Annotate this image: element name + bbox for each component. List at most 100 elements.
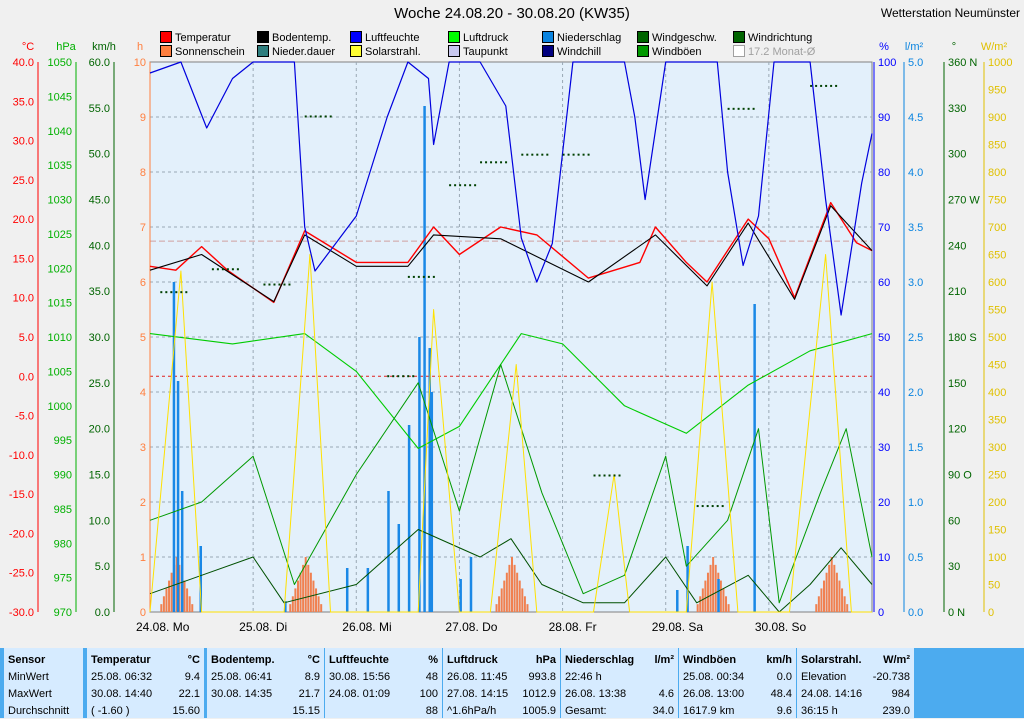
wind-axis-tick: 25.0 <box>89 378 110 390</box>
stats-row: Gesamt: 34.0 <box>561 703 678 719</box>
sunshine-bar <box>296 580 299 612</box>
wind-axis-tick: 60.0 <box>89 57 110 69</box>
stats-value: 4.6 <box>658 688 674 700</box>
wind-direction-dot <box>422 275 425 278</box>
statistics-table: Sensor MinWert MaxWert Durchschnitt Temperat… <box>0 648 1024 718</box>
stats-value: 8.9 <box>304 671 320 683</box>
legend-item: Temperatur <box>160 31 231 44</box>
wind-direction-dot <box>231 268 234 271</box>
rain-axis-tick: 1.0 <box>908 497 923 509</box>
wind-direction-dot <box>454 184 457 187</box>
solar-axis-tick: 350 <box>988 415 1006 427</box>
wind-direction-dot <box>417 275 420 278</box>
rain-bar <box>430 392 434 612</box>
stats-label: ^1.6hPa/h <box>447 705 497 717</box>
pressure-axis-tick: 1005 <box>48 366 72 378</box>
sunshine-bar <box>828 564 831 612</box>
humidity-axis-tick: 60 <box>878 277 890 289</box>
wind-direction-dot <box>577 153 580 156</box>
stats-label: 24.08. 01:09 <box>329 688 391 700</box>
wind-direction-dot <box>587 153 590 156</box>
station-name: Wetterstation Neumünster <box>880 6 1020 20</box>
legend-label: Nieder.dauer <box>272 46 335 58</box>
solar-axis-tick: 50 <box>988 580 1000 592</box>
sunshine-bar <box>820 588 823 612</box>
stats-column: Windböen km/h 25.08. 00:34 0.0 26.08. 13:00 4… <box>679 648 796 718</box>
wind-direction-dot <box>309 115 312 118</box>
temp-axis-tick: 35.0 <box>13 96 34 108</box>
wind-direction-dot <box>598 474 601 477</box>
rain-bar <box>423 106 426 612</box>
sunshine-bar <box>160 604 163 612</box>
stats-header: Luftdruck hPa <box>443 652 560 668</box>
legend-label: Windchill <box>557 46 602 58</box>
wind-axis-tick: 55.0 <box>89 103 110 115</box>
sunshine-bar <box>299 572 302 612</box>
legend-label: Windrichtung <box>748 32 813 44</box>
sunshine-bar <box>727 604 730 612</box>
stats-label: 30.08. 14:40 <box>91 688 153 700</box>
wind-direction-dot <box>412 275 415 278</box>
sunshine-bar <box>714 564 717 612</box>
sunshine-bar <box>704 580 707 612</box>
humidity-axis-unit: % <box>879 41 889 53</box>
series-luftfeuchte <box>149 61 873 316</box>
sunshine-bar <box>725 596 728 612</box>
stats-row: Elevation -20.738 <box>797 669 914 685</box>
wind-direction-dot <box>742 107 745 110</box>
sunshine-bar <box>696 604 699 612</box>
stats-label: Luftfeuchte <box>329 654 389 666</box>
stats-value: % <box>428 654 438 666</box>
stats-row: 15.15 <box>207 703 324 719</box>
sunshine-bar <box>843 596 846 612</box>
solar-axis-tick: 650 <box>988 250 1006 262</box>
solar-axis-tick: 600 <box>988 277 1006 289</box>
wind-axis-tick: 45.0 <box>89 195 110 207</box>
rain-axis-tick: 4.5 <box>908 112 923 124</box>
hours-axis-tick: 4 <box>140 387 146 399</box>
humidity-axis-tick: 50 <box>878 332 890 344</box>
legend-label: Windgeschw. <box>652 32 717 44</box>
wind-direction-dot <box>211 268 214 271</box>
wind-axis-tick: 10.0 <box>89 515 110 527</box>
stats-value: 9.6 <box>776 705 792 717</box>
wind-direction-dot <box>449 184 452 187</box>
wind-direction-dot <box>278 283 281 286</box>
legend-label: 17.2 Monat-Ø <box>748 46 816 58</box>
pressure-axis-tick: 1030 <box>48 195 72 207</box>
hours-axis-tick: 2 <box>140 497 146 509</box>
legend-label: Niederschlag <box>557 32 622 44</box>
wind-direction-dot <box>716 505 719 508</box>
humidity-axis-tick: 20 <box>878 497 890 509</box>
wind-direction-dot <box>752 107 755 110</box>
rain-bar <box>345 568 349 612</box>
legend-item: Windrichtung <box>733 31 812 44</box>
stats-label: Bodentemp. <box>211 654 275 666</box>
hours-axis-tick: 7 <box>140 222 146 234</box>
sunshine-bar <box>178 564 181 612</box>
legend-item: 17.2 Monat-Ø <box>733 45 815 58</box>
stats-label: MinWert <box>8 671 49 683</box>
sunshine-bar <box>500 588 503 612</box>
sunshine-bar <box>304 557 307 612</box>
stats-value: 15.60 <box>172 705 200 717</box>
temp-axis-tick: -25.0 <box>9 568 34 580</box>
wind-axis-tick: 5.0 <box>95 561 110 573</box>
legend-item: Sonnenschein <box>160 45 245 58</box>
stats-label: Temperatur <box>91 654 151 666</box>
wind-direction-dot <box>397 375 400 378</box>
direction-axis-tick: 60 <box>948 515 960 527</box>
rain-axis-tick: 0.5 <box>908 552 923 564</box>
stats-label: 1617.9 km <box>683 705 735 717</box>
legend-item: Luftfeuchte <box>350 31 419 44</box>
wind-direction-dot <box>747 107 750 110</box>
wind-direction-dot <box>319 115 322 118</box>
rain-bar <box>686 546 689 612</box>
sunshine-bar <box>183 580 186 612</box>
temp-axis-tick: 30.0 <box>13 136 34 148</box>
legend-swatch <box>257 45 269 57</box>
stats-header: Niederschlag l/m² <box>561 652 678 668</box>
sunshine-bar <box>312 580 315 612</box>
stats-value: 0.0 <box>776 671 792 683</box>
sunshine-bar <box>699 596 702 612</box>
